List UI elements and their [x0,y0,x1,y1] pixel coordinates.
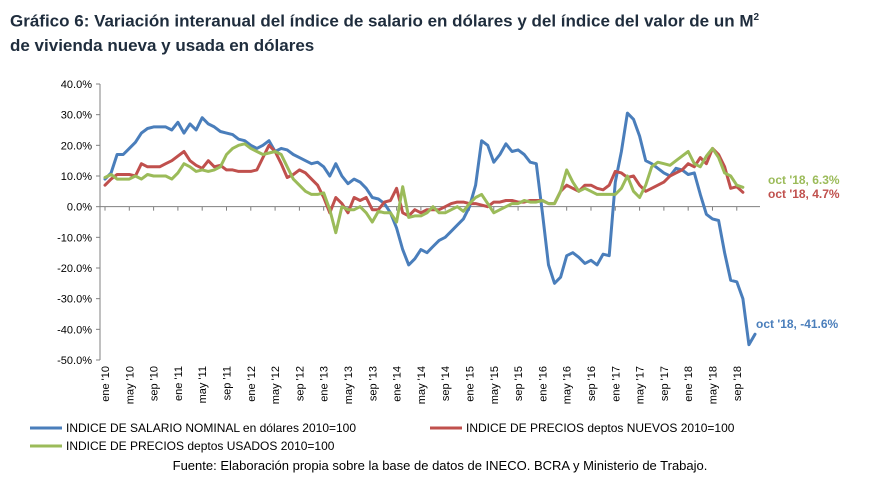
x-tick-label: sep '11 [221,366,233,400]
x-axis: ene '10 may '10 sep '10 ene '11 may '11 sep '… [100,206,760,404]
y-tick-label: 10.0% [61,171,92,183]
y-tick-label: -40.0% [57,324,92,336]
x-tick-label: ene '17 [610,366,622,402]
source-note: Fuente: Elaboración propia sobre la base… [172,458,708,473]
x-tick-label: sep '12 [294,366,306,401]
x-tick-label: may '12 [270,366,282,404]
y-tick-label: 40.0% [61,79,92,91]
x-tick-label: ene '12 [246,366,258,402]
x-tick-label: may '14 [416,366,428,404]
legend-label-2: INDICE DE PRECIOS deptos NUEVOS 2010=100 [466,421,735,435]
x-tick-label: sep '14 [440,366,452,401]
y-tick-label: 30.0% [61,110,92,122]
x-tick-label: ene '18 [683,366,695,402]
x-tick-label: ene '10 [100,366,112,402]
y-axis: -50.0% -40.0% -30.0% -20.0% -10.0% 0.0% 10.0% 2… [57,79,101,367]
x-tick-label: may '17 [635,366,647,404]
x-tick-label: sep '13 [367,366,379,401]
x-tick-label: may '11 [197,366,209,403]
end-label-3: oct '18, 6.3% [768,173,840,187]
legend-label-3: INDICE DE PRECIOS deptos USADOS 2010=100 [66,439,335,453]
x-tick-label: sep '17 [659,366,671,401]
chart-title-superscript: 2 [753,12,760,23]
series-line-1 [103,111,757,347]
y-tick-label: -10.0% [57,232,92,244]
series-lines [103,111,757,347]
x-tick-label: ene '13 [319,366,331,402]
x-tick-label: ene '11 [173,366,185,401]
series-line-3 [103,142,745,235]
x-tick-label: sep '18 [732,366,744,401]
legend-label-1: INDICE DE SALARIO NOMINAL en dólares 201… [66,421,356,435]
end-label-1: oct '18, -41.6% [756,317,839,331]
y-tick-label: -50.0% [57,355,92,367]
y-tick-label: -30.0% [57,294,92,306]
y-tick-label: -20.0% [57,263,92,275]
y-tick-label: 0.0% [67,202,92,214]
x-tick-label: may '16 [562,366,574,404]
x-tick-label: sep '16 [586,366,598,401]
x-tick-label: ene '14 [392,366,404,402]
y-tick-label: 20.0% [61,140,92,152]
x-tick-label: ene '16 [537,366,549,402]
x-tick-label: sep '10 [149,366,161,401]
x-tick-label: ene '15 [464,366,476,402]
x-tick-label: may '15 [489,366,501,404]
x-tick-label: may '18 [707,366,719,404]
x-tick-label: may '10 [124,366,136,404]
chart-title-line2: de vivienda nueva y usada en dólares [10,35,315,55]
series-line-2 [103,143,745,218]
chart-title: Gráfico 6: Variación interanual del índi… [10,6,870,58]
chart-title-line1: Gráfico 6: Variación interanual del índi… [10,11,754,31]
legend: INDICE DE SALARIO NOMINAL en dólares 201… [30,421,735,453]
x-tick-label: may '13 [343,366,355,404]
x-tick-label: sep '15 [513,366,525,401]
end-label-2: oct '18, 4.7% [768,187,840,201]
end-labels: oct '18, -41.6% oct '18, 4.7%oct '18, 6.3… [756,173,840,331]
